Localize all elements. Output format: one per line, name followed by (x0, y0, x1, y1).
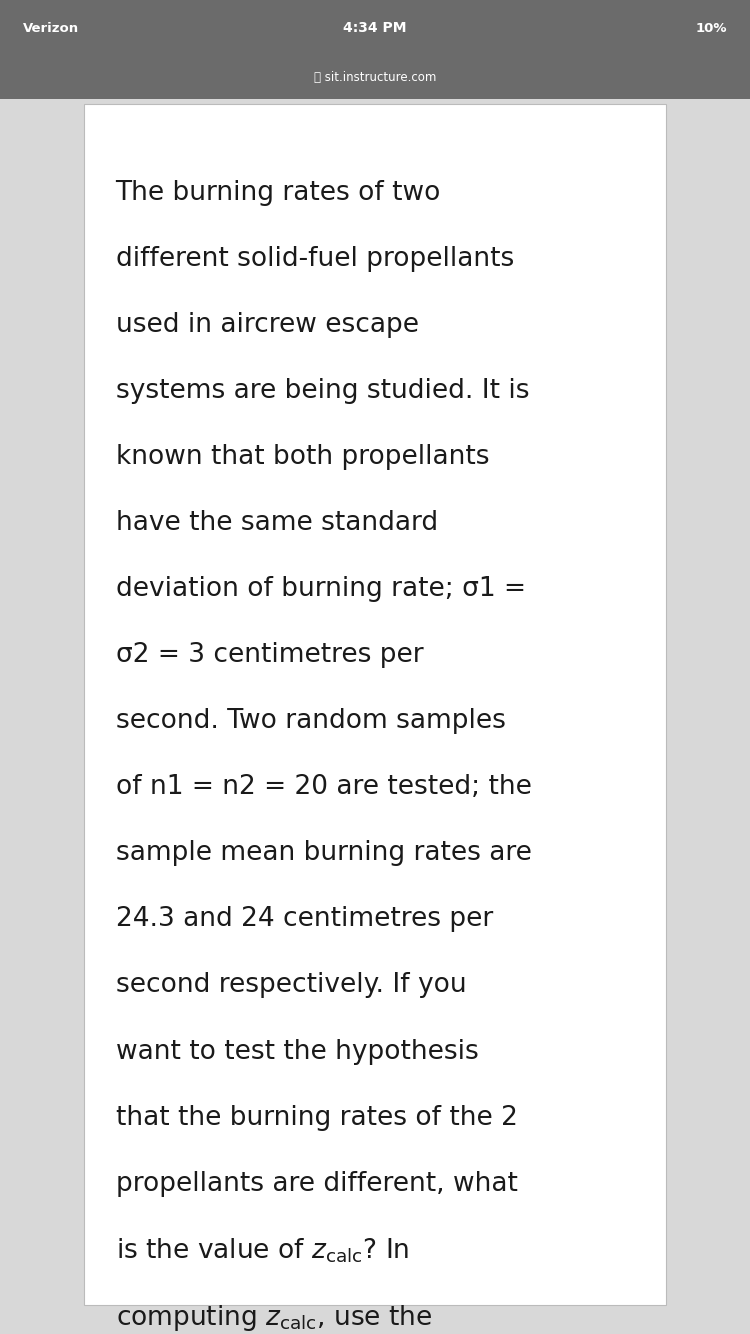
Text: propellants are different, what: propellants are different, what (116, 1171, 518, 1197)
Text: want to test the hypothesis: want to test the hypothesis (116, 1039, 478, 1065)
Text: σ2 = 3 centimetres per: σ2 = 3 centimetres per (116, 643, 423, 668)
Text: known that both propellants: known that both propellants (116, 444, 489, 470)
Text: computing $z_{\mathrm{calc}}$, use the: computing $z_{\mathrm{calc}}$, use the (116, 1302, 432, 1333)
Text: different solid-fuel propellants: different solid-fuel propellants (116, 247, 514, 272)
Text: have the same standard: have the same standard (116, 511, 438, 536)
Text: 24.3 and 24 centimetres per: 24.3 and 24 centimetres per (116, 907, 493, 932)
Text: of n1 = n2 = 20 are tested; the: of n1 = n2 = 20 are tested; the (116, 774, 531, 800)
Text: 4:34 PM: 4:34 PM (344, 21, 406, 35)
Bar (84, 104, 666, 1305)
Text: second respectively. If you: second respectively. If you (116, 972, 466, 998)
Text: is the value of $z_{\mathrm{calc}}$? In: is the value of $z_{\mathrm{calc}}$? In (116, 1237, 409, 1265)
Text: that the burning rates of the 2: that the burning rates of the 2 (116, 1105, 518, 1130)
Text: second. Two random samples: second. Two random samples (116, 708, 506, 734)
Text: Verizon: Verizon (22, 21, 79, 35)
Text: systems are being studied. It is: systems are being studied. It is (116, 379, 529, 404)
Text: 10%: 10% (696, 21, 728, 35)
Text: deviation of burning rate; σ1 =: deviation of burning rate; σ1 = (116, 576, 526, 602)
Text: used in aircrew escape: used in aircrew escape (116, 312, 418, 338)
Bar (0, 0, 750, 56)
Text: The burning rates of two: The burning rates of two (116, 180, 441, 205)
Bar (0, 56, 750, 99)
Text: sample mean burning rates are: sample mean burning rates are (116, 840, 531, 866)
Text: 🔒 sit.instructure.com: 🔒 sit.instructure.com (314, 71, 436, 84)
